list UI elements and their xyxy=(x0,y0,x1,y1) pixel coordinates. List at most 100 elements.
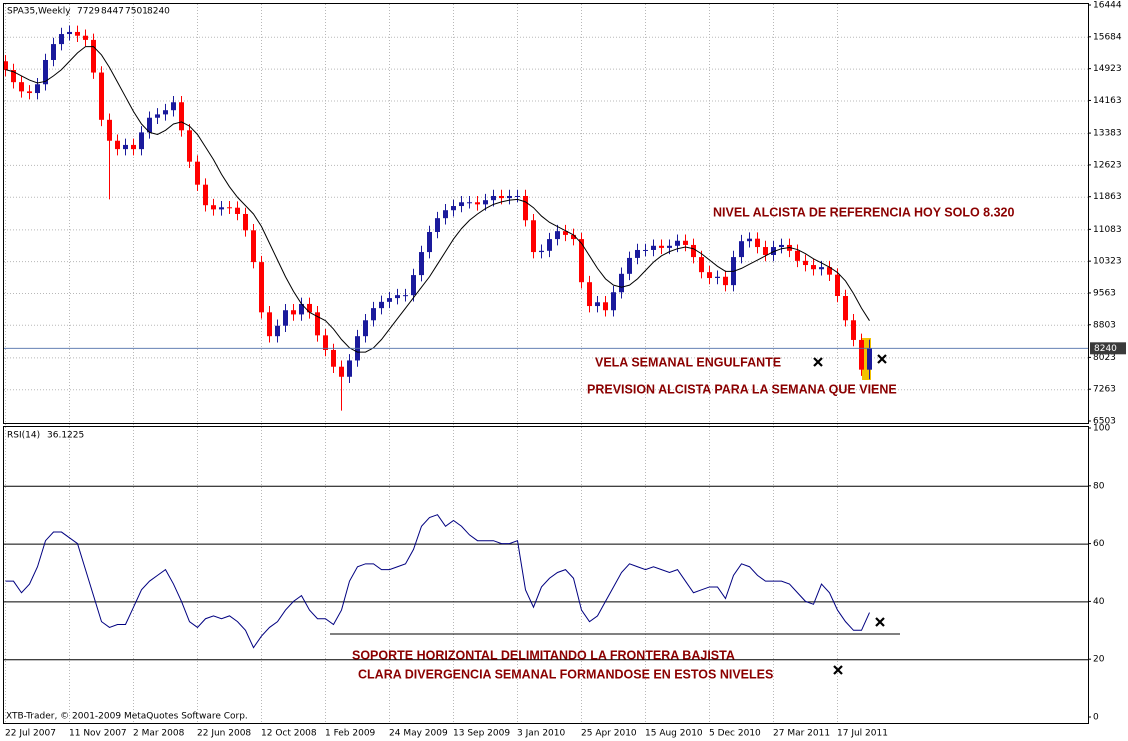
candle-body xyxy=(539,250,544,253)
candle-body xyxy=(123,144,128,150)
candle-body xyxy=(643,249,648,251)
annotation: SOPORTE HORIZONTAL DELIMITANDO LA FRONTE… xyxy=(352,648,735,662)
candle-body xyxy=(203,184,208,206)
candle-body xyxy=(11,70,16,83)
candle-body xyxy=(627,257,632,274)
candle-body xyxy=(195,161,200,185)
x-tick-label: 24 May 2009 xyxy=(389,729,448,739)
grid xyxy=(4,4,1088,723)
candle-body xyxy=(307,303,312,313)
y-tick-label: 8023 xyxy=(1093,353,1116,363)
candle-body xyxy=(171,102,176,111)
candle-body xyxy=(459,202,464,207)
candle-body xyxy=(419,252,424,276)
candle-body xyxy=(427,231,432,253)
footer: XTB-Trader, © 2001-2009 MetaQuotes Softw… xyxy=(6,712,248,722)
candle-body xyxy=(251,230,256,263)
candle-body xyxy=(187,130,192,162)
candle-body xyxy=(723,276,728,286)
annotation: VELA SEMANAL ENGULFANTE xyxy=(595,355,781,369)
price-label: 8240 xyxy=(1094,344,1117,354)
candle-body xyxy=(379,301,384,309)
y-tick-label: 12623 xyxy=(1093,160,1122,170)
candle-body xyxy=(827,267,832,275)
rsi-title: RSI(14) xyxy=(7,431,40,441)
candle-body xyxy=(443,210,448,219)
y-tick-label: 0 xyxy=(1093,713,1099,723)
candle-body xyxy=(699,257,704,273)
candle-body xyxy=(587,282,592,307)
candle-body xyxy=(331,349,336,367)
candle-body xyxy=(603,302,608,311)
candle-body xyxy=(67,31,72,35)
y-tick-label: 11863 xyxy=(1093,192,1122,202)
candle-body xyxy=(99,72,104,120)
x-tick-label: 22 Jul 2007 xyxy=(5,729,56,739)
candle-body xyxy=(35,84,40,94)
rsi-value: 36.1225 xyxy=(47,431,84,441)
cross-mark xyxy=(875,617,885,627)
y-tick-label: 60 xyxy=(1093,539,1105,549)
annotation: PREVISION ALCISTA PARA LA SEMANA QUE VIE… xyxy=(587,382,897,396)
candle-body xyxy=(291,310,296,315)
plot xyxy=(3,25,1088,649)
candle-body xyxy=(259,262,264,313)
cross-mark xyxy=(813,357,823,367)
x-tick-label: 15 Aug 2010 xyxy=(645,729,703,739)
candle-body xyxy=(843,296,848,321)
x-tick-label: 1 Feb 2009 xyxy=(325,729,376,739)
moving-average xyxy=(5,46,870,353)
candle-body xyxy=(579,239,584,283)
cross-mark xyxy=(877,354,887,364)
candle-body xyxy=(651,245,656,250)
candle-body xyxy=(763,247,768,255)
cross-mark xyxy=(833,665,843,675)
candle-body xyxy=(387,298,392,302)
y-tick-label: 15684 xyxy=(1093,32,1122,42)
y-tick-label: 13383 xyxy=(1093,129,1122,139)
candle-body xyxy=(563,231,568,235)
candle-body xyxy=(467,202,472,204)
symbol: SPA35,Weekly xyxy=(7,7,71,17)
candle-body xyxy=(227,207,232,209)
ohlc-close: 8240 xyxy=(147,7,170,17)
candle-body xyxy=(267,312,272,337)
candle-body xyxy=(395,295,400,299)
candle-body xyxy=(675,240,680,246)
price-box xyxy=(1090,342,1126,355)
candle-body xyxy=(435,218,440,232)
candle-body xyxy=(211,205,216,210)
candle-body xyxy=(347,360,352,377)
candle-body xyxy=(571,234,576,240)
candle-body xyxy=(139,132,144,150)
candle-body xyxy=(835,274,840,297)
candle-body xyxy=(323,335,328,350)
y-tick-label: 100 xyxy=(1093,424,1110,434)
y-tick-label: 20 xyxy=(1093,655,1105,665)
x-tick-label: 3 Jan 2010 xyxy=(517,729,565,739)
candle-body xyxy=(595,302,600,307)
candle-body xyxy=(619,273,624,293)
candle-body xyxy=(91,39,96,73)
candle-body xyxy=(75,31,80,36)
candle-body xyxy=(803,260,808,266)
rsi-line xyxy=(5,514,870,649)
price-panel xyxy=(3,3,1089,424)
y-tick-label: 16444 xyxy=(1093,1,1122,11)
candle-body xyxy=(403,295,408,297)
candle-body xyxy=(523,195,528,221)
y-tick-label: 10323 xyxy=(1093,257,1122,267)
candle-body xyxy=(507,195,512,199)
candle-body xyxy=(483,200,488,205)
candle-body xyxy=(859,339,864,370)
candle-body xyxy=(115,140,120,150)
y-tick-label: 14163 xyxy=(1093,96,1122,106)
candle-body xyxy=(635,249,640,258)
candle-body xyxy=(179,102,184,131)
x-tick-label: 27 Mar 2011 xyxy=(773,729,830,739)
candle-body xyxy=(3,61,8,71)
candle-body xyxy=(27,91,32,94)
